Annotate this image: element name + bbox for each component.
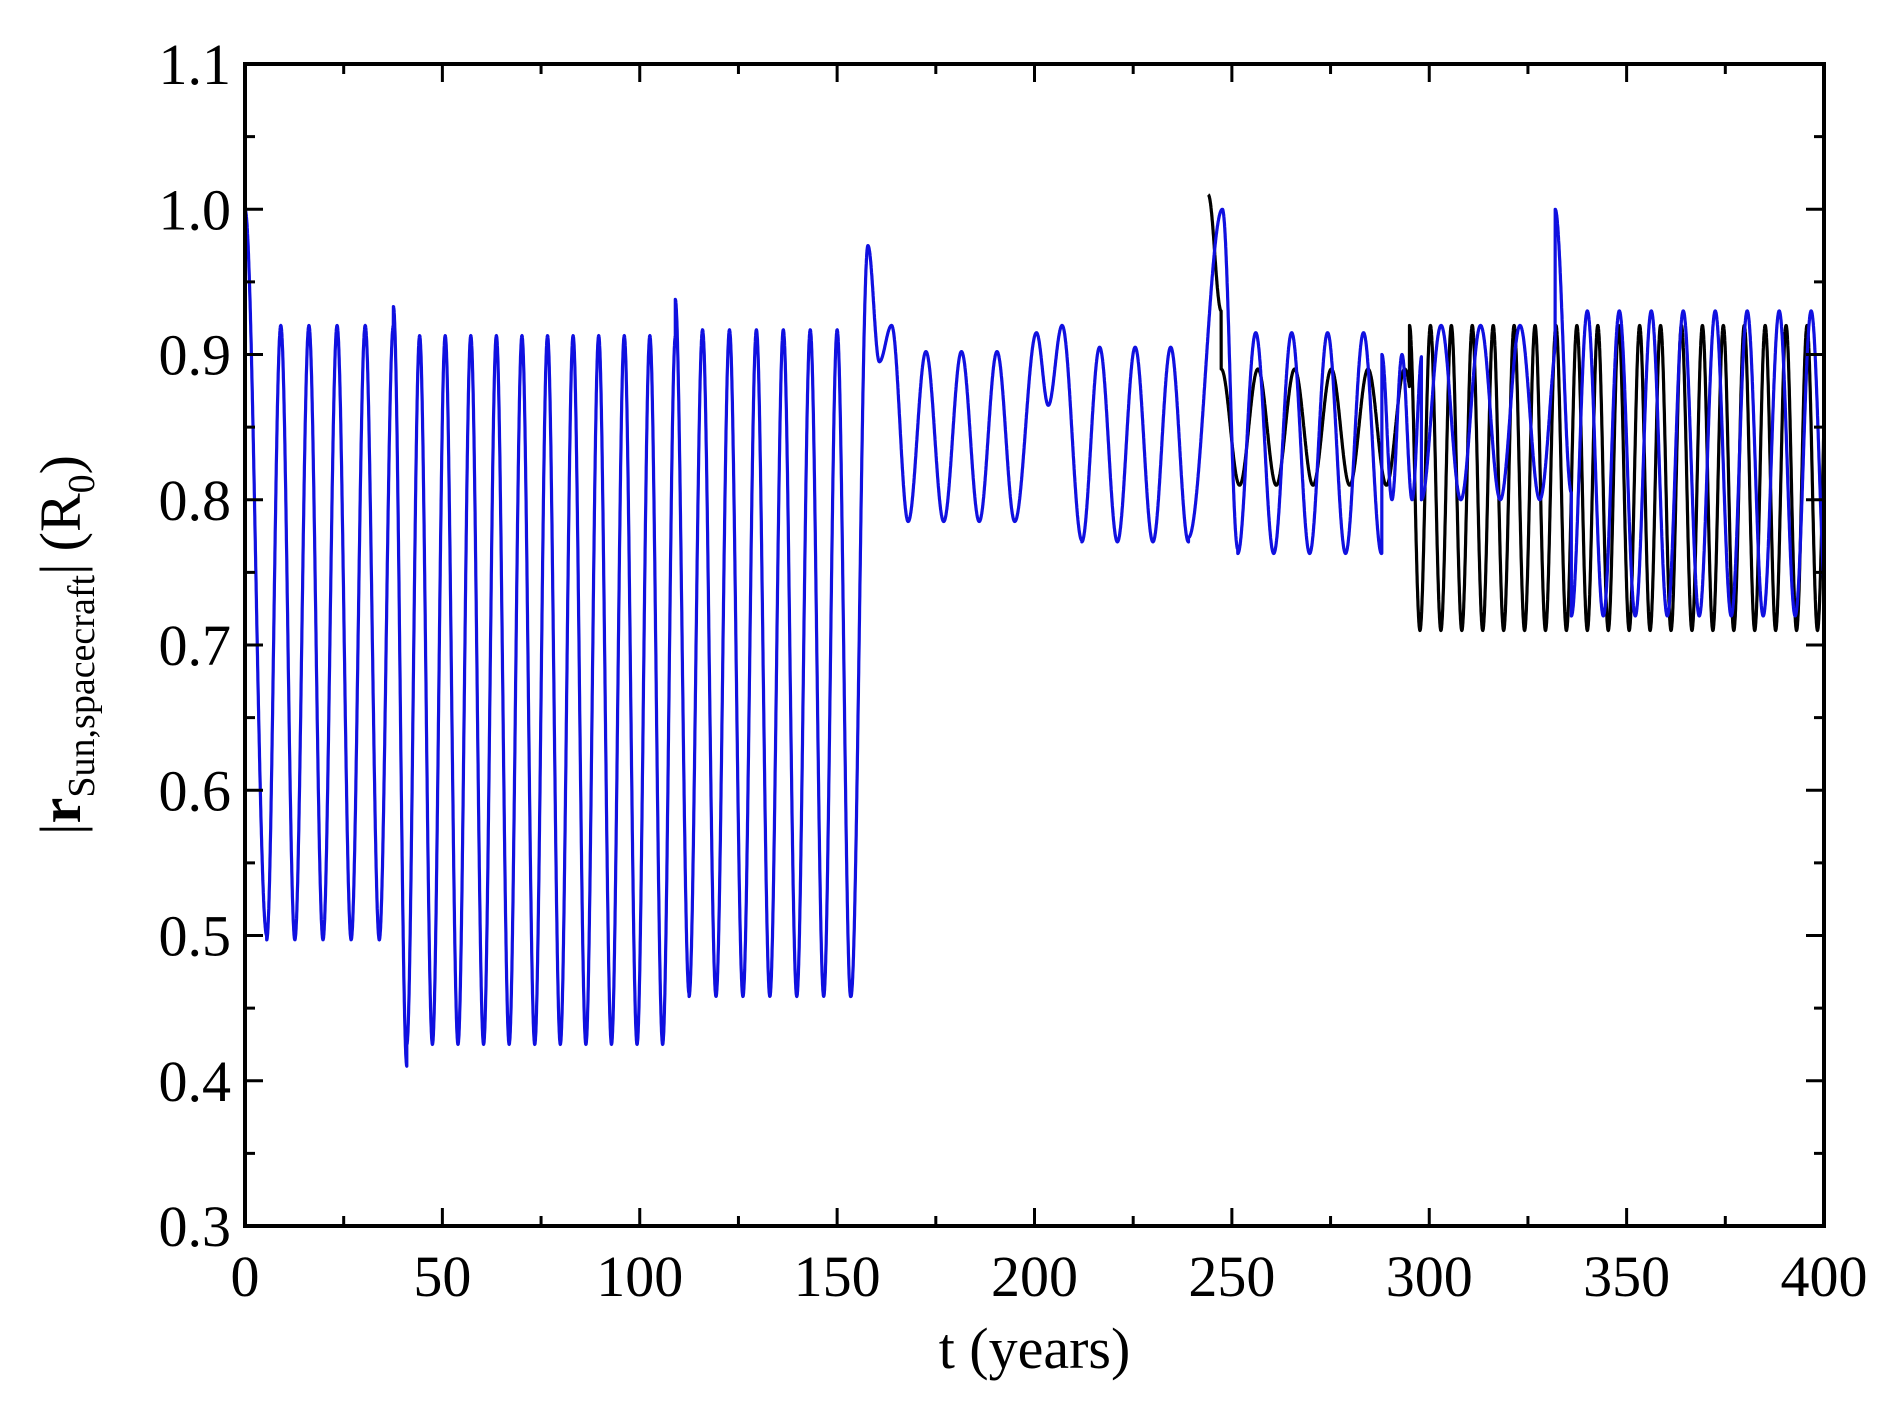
x-tick-label: 200	[991, 1244, 1078, 1309]
y-tick-label: 1.0	[159, 177, 232, 242]
x-tick-label: 350	[1583, 1244, 1670, 1309]
y-axis-label-unit-sub: 0	[61, 474, 103, 493]
x-tick-label: 0	[231, 1244, 260, 1309]
y-axis-label-subscript: Sun,spacecraft	[61, 575, 103, 798]
tick-layer	[243, 62, 1826, 1228]
y-tick-label: 0.6	[159, 758, 232, 823]
y-tick-label: 0.4	[159, 1049, 232, 1114]
y-tick-label: 0.3	[159, 1194, 232, 1259]
y-tick-label: 0.7	[159, 613, 232, 678]
y-axis-label: |rSun,spacecraft|(R0)	[28, 455, 103, 835]
y-axis-label-bar-left: |	[28, 823, 93, 835]
x-tick-label: 250	[1188, 1244, 1275, 1309]
y-tick-label: 1.1	[159, 32, 232, 97]
y-axis-label-vector: r	[28, 798, 93, 824]
y-tick-label: 0.9	[159, 323, 232, 388]
tick-label-layer: 0 50 100 150 200 250 300 350 400 0.3 0.4 0.5 0.6 0.7 0…	[159, 32, 1868, 1309]
y-tick-label: 0.5	[159, 904, 232, 969]
y-axis-label-unit-open: (R	[28, 493, 93, 551]
series-line-blue	[243, 207, 1826, 1068]
x-tick-label: 50	[413, 1244, 471, 1309]
y-axis-label-unit-close: )	[28, 455, 93, 474]
y-axis-label-bar-right: |	[28, 563, 93, 575]
x-axis-label: t (years)	[939, 1316, 1131, 1381]
plot-frame	[243, 62, 1826, 1228]
series-layer	[243, 193, 1826, 1068]
x-tick-label: 150	[794, 1244, 881, 1309]
y-tick-label: 0.8	[159, 468, 232, 533]
x-tick-label: 300	[1386, 1244, 1473, 1309]
x-tick-label: 400	[1781, 1244, 1868, 1309]
x-tick-label: 100	[596, 1244, 683, 1309]
